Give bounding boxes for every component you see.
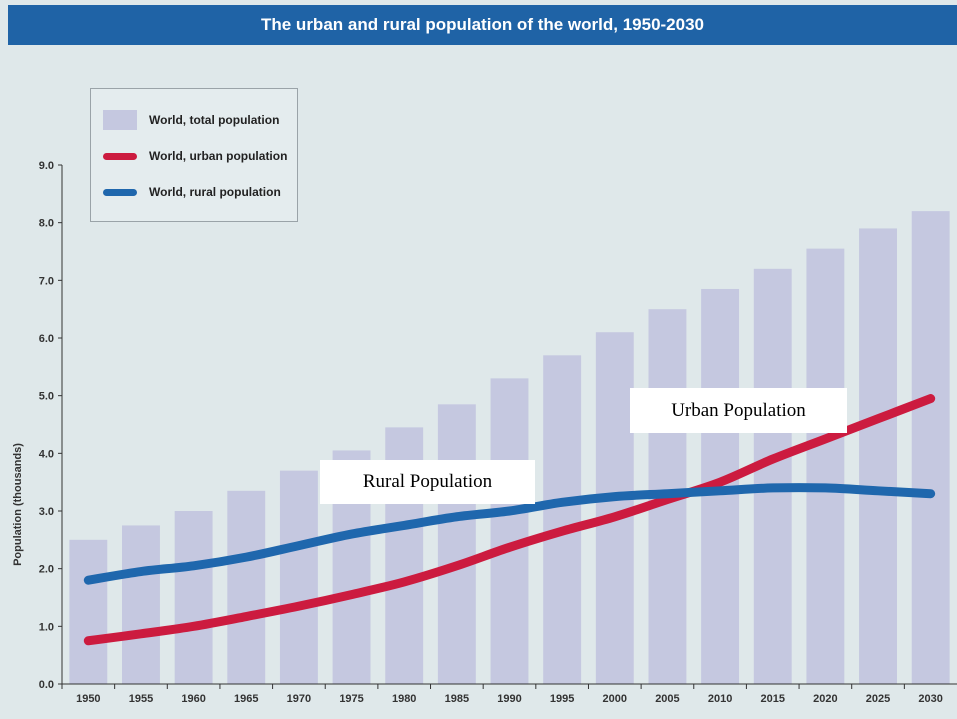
x-tick-label: 1975 <box>339 693 363 705</box>
chart-title: The urban and rural population of the wo… <box>260 15 704 34</box>
x-tick-label: 2000 <box>603 693 627 705</box>
bar-total-1995 <box>543 355 582 684</box>
x-tick-label: 1955 <box>129 693 153 705</box>
legend-swatch-total <box>103 110 137 130</box>
y-tick-label: 3.0 <box>39 506 54 518</box>
bar-total-2030 <box>911 211 950 684</box>
bar-total-1965 <box>227 490 266 684</box>
x-tick-label: 2005 <box>655 693 679 705</box>
legend-label-urban: World, urban population <box>149 149 288 163</box>
bar-total-1960 <box>174 511 213 684</box>
legend-label-total: World, total population <box>149 113 280 127</box>
legend-item-total: World, total population <box>103 110 279 130</box>
x-tick-label: 1995 <box>550 693 574 705</box>
bar-total-1985 <box>437 404 476 684</box>
x-tick-label: 2015 <box>760 693 784 705</box>
y-tick-label: 6.0 <box>39 333 54 345</box>
x-tick-label: 1980 <box>392 693 416 705</box>
chart-legend: World, total population World, urban pop… <box>90 88 298 222</box>
x-tick-label: 1965 <box>234 693 258 705</box>
x-tick-label: 1950 <box>76 693 100 705</box>
y-tick-label: 7.0 <box>39 275 54 287</box>
bar-total-2020 <box>806 248 845 684</box>
y-tick-label: 4.0 <box>39 448 54 460</box>
y-tick-label: 9.0 <box>39 160 54 172</box>
bar-total-2015 <box>753 268 792 684</box>
bar-total-1990 <box>490 378 529 684</box>
bar-total-1955 <box>122 525 160 684</box>
y-tick-label: 1.0 <box>39 621 54 633</box>
annotation-urban-population: Urban Population <box>630 388 847 433</box>
bar-total-1950 <box>69 539 108 684</box>
legend-item-rural: World, rural population <box>103 182 281 202</box>
x-tick-label: 1990 <box>497 693 521 705</box>
legend-item-urban: World, urban population <box>103 146 287 166</box>
legend-swatch-rural <box>103 188 137 196</box>
chart-title-bar: The urban and rural population of the wo… <box>8 5 957 45</box>
y-tick-label: 8.0 <box>39 218 54 230</box>
x-tick-label: 1985 <box>445 693 469 705</box>
x-tick-label: 2030 <box>918 693 942 705</box>
x-tick-label: 1960 <box>181 693 205 705</box>
bar-total-2025 <box>859 228 897 684</box>
y-axis-label: Population (thousands) <box>12 443 24 566</box>
bar-total-1970 <box>279 470 318 684</box>
line-rural-population <box>83 483 936 585</box>
legend-swatch-urban <box>103 152 137 160</box>
annotation-rural-population: Rural Population <box>320 460 535 504</box>
y-tick-label: 2.0 <box>39 564 54 576</box>
x-tick-label: 2010 <box>708 693 732 705</box>
x-tick-label: 2020 <box>813 693 837 705</box>
y-tick-label: 0.0 <box>39 679 54 691</box>
legend-label-rural: World, rural population <box>149 185 281 199</box>
x-tick-label: 1970 <box>287 693 311 705</box>
line-urban-population <box>83 394 936 646</box>
y-tick-label: 5.0 <box>39 391 54 403</box>
x-tick-label: 2025 <box>866 693 890 705</box>
